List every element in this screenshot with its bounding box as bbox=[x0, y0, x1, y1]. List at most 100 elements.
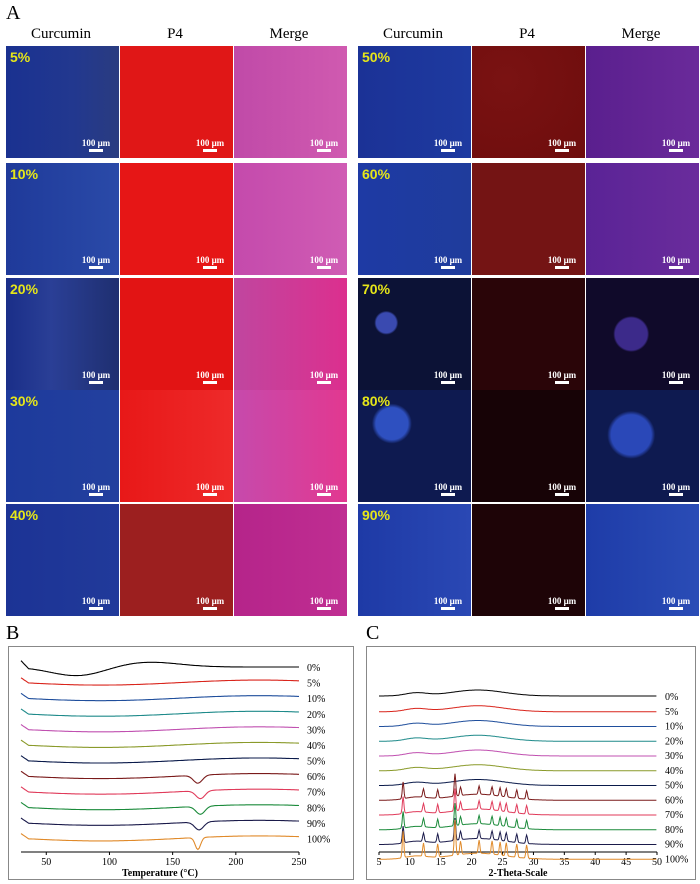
right-row4-curcumin-tile: 90% 100 μm bbox=[358, 504, 471, 616]
dsc-series-20% bbox=[20, 708, 300, 717]
scale-bar-line bbox=[203, 381, 217, 384]
left-row3-curcumin-concentration-label: 30% bbox=[10, 393, 39, 409]
left-row3-p4-tile: 100 μm bbox=[120, 390, 233, 502]
dsc-series-70% bbox=[20, 786, 299, 800]
scale-bar-line bbox=[669, 493, 683, 496]
right-row4-merge-tile: 100 μm bbox=[586, 504, 699, 616]
right-row3-curcumin-tile: 80% 100 μm bbox=[358, 390, 471, 502]
left-row0-p4-tile: 100 μm bbox=[120, 46, 233, 158]
scale-bar-label: 100 μm bbox=[309, 138, 339, 148]
right-row4-merge-scale-bar: 100 μm bbox=[659, 596, 693, 610]
right-row2-merge-tile: 100 μm bbox=[586, 278, 699, 390]
panel-b-letter: B bbox=[6, 622, 20, 644]
scale-bar-line bbox=[203, 493, 217, 496]
right-row1-curcumin-tile: 60% 100 μm bbox=[358, 163, 471, 275]
scale-bar-label: 100 μm bbox=[309, 482, 339, 492]
scale-bar-line bbox=[441, 381, 455, 384]
right-header-p4: P4 bbox=[519, 26, 535, 42]
scale-bar-line bbox=[669, 607, 683, 610]
left-row0-curcumin-tile: 5% 100 μm bbox=[6, 46, 119, 158]
scale-bar-label: 100 μm bbox=[81, 138, 111, 148]
scale-bar-line bbox=[555, 493, 569, 496]
scale-bar-label: 100 μm bbox=[195, 482, 225, 492]
right-row1-curcumin-concentration-label: 60% bbox=[362, 166, 391, 182]
left-row3-merge-tile: 100 μm bbox=[234, 390, 347, 502]
right-row0-p4-scale-bar: 100 μm bbox=[545, 138, 579, 152]
dsc-series-0% bbox=[20, 660, 299, 677]
dsc-series-10% bbox=[20, 692, 299, 702]
xrd-series-50% bbox=[379, 779, 657, 786]
dsc-series-label: 100% bbox=[307, 834, 330, 845]
scale-bar-label: 100 μm bbox=[81, 596, 111, 606]
scale-bar-line bbox=[441, 493, 455, 496]
dsc-series-80% bbox=[20, 801, 300, 815]
left-row4-curcumin-tile: 40% 100 μm bbox=[6, 504, 119, 616]
scale-bar-line bbox=[89, 381, 103, 384]
dsc-x-tick-label: 50 bbox=[41, 857, 51, 868]
scale-bar-line bbox=[203, 266, 217, 269]
panel-a-letter: A bbox=[6, 2, 21, 24]
left-row1-curcumin-scale-bar: 100 μm bbox=[79, 255, 113, 269]
left-row3-curcumin-tile: 30% 100 μm bbox=[6, 390, 119, 502]
right-row0-p4-tile: 100 μm bbox=[472, 46, 585, 158]
left-row3-p4-scale-bar: 100 μm bbox=[193, 482, 227, 496]
right-row2-merge-scale-bar: 100 μm bbox=[659, 370, 693, 384]
dsc-series-100% bbox=[20, 833, 300, 851]
left-row4-curcumin-scale-bar: 100 μm bbox=[79, 596, 113, 610]
left-row1-curcumin-concentration-label: 10% bbox=[10, 166, 39, 182]
scale-bar-label: 100 μm bbox=[195, 596, 225, 606]
xrd-series-label: 20% bbox=[665, 736, 683, 747]
right-row0-curcumin-tile: 50% 100 μm bbox=[358, 46, 471, 158]
scale-bar-label: 100 μm bbox=[309, 596, 339, 606]
left-row0-curcumin-concentration-label: 5% bbox=[10, 49, 31, 65]
left-row3-merge-scale-bar: 100 μm bbox=[307, 482, 341, 496]
scale-bar-label: 100 μm bbox=[433, 482, 463, 492]
xrd-series-label: 70% bbox=[665, 810, 683, 821]
xrd-series-0% bbox=[379, 689, 657, 697]
xrd-series-label: 40% bbox=[665, 766, 683, 777]
left-row1-curcumin-tile: 10% 100 μm bbox=[6, 163, 119, 275]
left-row1-merge-tile: 100 μm bbox=[234, 163, 347, 275]
right-row2-p4-tile: 100 μm bbox=[472, 278, 585, 390]
xrd-series-20% bbox=[379, 734, 657, 742]
scale-bar-label: 100 μm bbox=[81, 370, 111, 380]
left-row2-p4-scale-bar: 100 μm bbox=[193, 370, 227, 384]
left-row4-p4-scale-bar: 100 μm bbox=[193, 596, 227, 610]
dsc-series-30% bbox=[20, 724, 300, 733]
right-row3-merge-tile: 100 μm bbox=[586, 390, 699, 502]
xrd-series-label: 100% bbox=[665, 854, 688, 865]
scale-bar-line bbox=[89, 607, 103, 610]
xrd-series-label: 90% bbox=[665, 840, 683, 851]
right-row3-curcumin-concentration-label: 80% bbox=[362, 393, 391, 409]
xrd-series-label: 30% bbox=[665, 751, 683, 762]
xrd-chart-frame: 5 10 15 20 25 30 35 40 45 50 2-Theta-Scale 0% 5% 10% 2… bbox=[366, 646, 696, 880]
scale-bar-label: 100 μm bbox=[433, 370, 463, 380]
xrd-x-tick-label: 40 bbox=[590, 857, 600, 868]
scale-bar-label: 100 μm bbox=[661, 482, 691, 492]
scale-bar-label: 100 μm bbox=[309, 255, 339, 265]
right-row3-merge-scale-bar: 100 μm bbox=[659, 482, 693, 496]
xrd-series-90% bbox=[379, 817, 657, 845]
scale-bar-line bbox=[317, 493, 331, 496]
right-row1-merge-tile: 100 μm bbox=[586, 163, 699, 275]
scale-bar-label: 100 μm bbox=[661, 138, 691, 148]
scale-bar-line bbox=[555, 266, 569, 269]
right-row2-curcumin-concentration-label: 70% bbox=[362, 281, 391, 297]
xrd-chart: 5 10 15 20 25 30 35 40 45 50 2-Theta-Scale 0% 5% 10% 2… bbox=[377, 689, 688, 879]
right-header-merge: Merge bbox=[621, 26, 661, 42]
scale-bar-line bbox=[89, 493, 103, 496]
xrd-series-70% bbox=[379, 788, 657, 816]
left-row2-curcumin-tile: 20% 100 μm bbox=[6, 278, 119, 390]
scale-bar-line bbox=[669, 149, 683, 152]
scale-bar-line bbox=[89, 266, 103, 269]
right-row0-merge-tile: 100 μm bbox=[586, 46, 699, 158]
left-row1-p4-tile: 100 μm bbox=[120, 163, 233, 275]
xrd-series-30% bbox=[379, 749, 657, 757]
right-row2-curcumin-tile: 70% 100 μm bbox=[358, 278, 471, 390]
right-row0-merge-scale-bar: 100 μm bbox=[659, 138, 693, 152]
left-row0-p4-scale-bar: 100 μm bbox=[193, 138, 227, 152]
left-header-p4: P4 bbox=[167, 26, 183, 42]
xrd-series-5% bbox=[379, 705, 657, 713]
left-row0-curcumin-scale-bar: 100 μm bbox=[79, 138, 113, 152]
left-row2-merge-tile: 100 μm bbox=[234, 278, 347, 390]
